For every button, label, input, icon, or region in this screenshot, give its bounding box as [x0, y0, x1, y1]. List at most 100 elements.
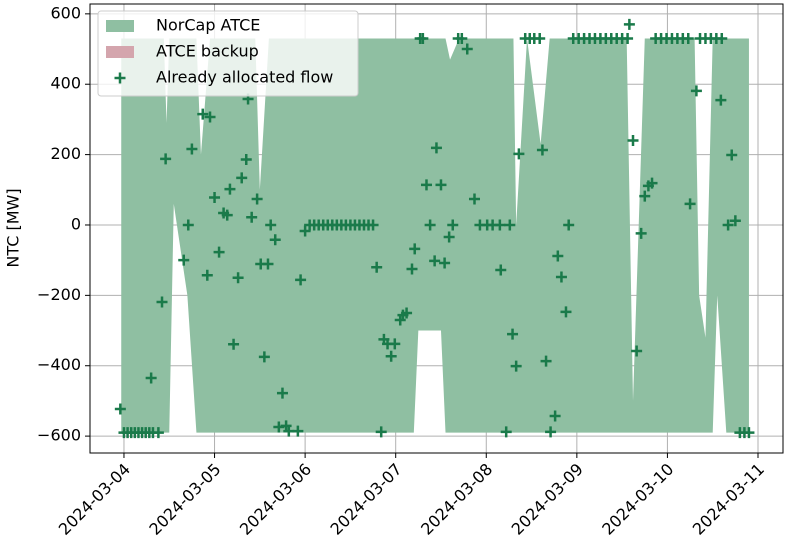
x-tick-label: 2024-03-08 — [417, 460, 496, 539]
flow-marker — [456, 32, 468, 44]
flow-marker — [635, 227, 647, 239]
flow-marker — [240, 154, 252, 166]
flow-marker — [682, 32, 694, 44]
y-tick-label: −400 — [37, 355, 81, 374]
x-tick-label: 2024-03-05 — [145, 460, 224, 539]
legend-swatch — [106, 46, 134, 58]
flow-marker — [417, 32, 429, 44]
legend-label: ATCE backup — [156, 42, 259, 61]
y-tick-label: 0 — [71, 214, 81, 233]
flow-marker — [292, 425, 304, 437]
flow-marker — [729, 215, 741, 227]
flow-marker — [269, 234, 281, 246]
flow-marker — [367, 219, 379, 231]
x-tick-label: 2024-03-04 — [55, 460, 134, 539]
flow-marker — [513, 148, 525, 160]
flow-marker — [295, 274, 307, 286]
flow-marker — [401, 307, 413, 319]
flow-marker — [145, 372, 157, 384]
flow-marker — [197, 108, 209, 120]
flow-marker — [213, 246, 225, 258]
y-tick-label: −600 — [37, 426, 81, 445]
flow-marker — [504, 219, 516, 231]
flow-marker — [409, 243, 421, 255]
y-tick-label: 200 — [50, 144, 81, 163]
legend-swatch — [106, 20, 134, 32]
y-tick-label: −200 — [37, 285, 81, 304]
flow-marker — [743, 427, 755, 439]
flow-marker — [507, 328, 519, 340]
atce-band — [121, 38, 749, 433]
flow-marker — [276, 387, 288, 399]
y-axis-label: NTC [MW] — [4, 188, 23, 267]
flow-marker — [722, 219, 734, 231]
legend: NorCap ATCE ATCE backup Already allocated … — [97, 10, 359, 97]
flow-marker — [646, 177, 658, 189]
flow-marker — [443, 231, 455, 243]
flow-marker — [265, 219, 277, 231]
flow-marker — [209, 192, 221, 204]
x-tick-label: 2024-03-10 — [598, 460, 677, 539]
flow-marker — [435, 179, 447, 191]
flow-marker — [623, 18, 635, 30]
flow-marker — [246, 211, 258, 223]
flow-marker — [545, 426, 557, 438]
flow-marker — [178, 254, 190, 266]
flow-marker — [622, 32, 634, 44]
flow-marker — [236, 172, 248, 184]
plot-area — [114, 18, 755, 439]
flow-marker — [406, 263, 418, 275]
flow-marker — [627, 135, 639, 147]
y-tick-label: 600 — [50, 3, 81, 22]
flow-marker — [430, 142, 442, 154]
flow-marker — [461, 43, 473, 55]
x-tick-label: 2024-03-09 — [508, 460, 587, 539]
x-tick-label: 2024-03-11 — [689, 460, 768, 539]
flow-marker — [186, 143, 198, 155]
flow-marker — [552, 250, 564, 262]
flow-marker — [201, 269, 213, 281]
flow-marker — [160, 153, 172, 165]
flow-marker — [371, 261, 383, 273]
flow-marker — [232, 272, 244, 284]
flow-marker — [152, 427, 164, 439]
flow-marker — [631, 345, 643, 357]
flow-marker — [156, 296, 168, 308]
flow-marker — [690, 85, 702, 97]
flow-marker — [715, 94, 727, 106]
flow-marker — [494, 219, 506, 231]
flow-marker — [560, 306, 572, 318]
flow-marker — [536, 144, 548, 156]
legend-label: Already allocated flow — [156, 68, 333, 87]
legend-swatch — [114, 72, 126, 84]
flow-marker — [221, 209, 233, 221]
plot-frame — [89, 3, 784, 454]
flow-marker — [684, 198, 696, 210]
flow-marker — [424, 219, 436, 231]
flow-marker — [204, 111, 216, 123]
x-tick-label: 2024-03-07 — [327, 460, 406, 539]
y-tick-label: 400 — [50, 74, 81, 93]
flow-marker — [375, 426, 387, 438]
flow-marker — [262, 258, 274, 270]
flow-marker — [228, 338, 240, 350]
flow-marker — [224, 183, 236, 195]
flow-marker — [299, 225, 311, 237]
legend-box — [97, 10, 359, 97]
flow-marker — [500, 426, 512, 438]
flow-marker — [420, 179, 432, 191]
flow-marker — [555, 271, 567, 283]
flow-marker — [258, 351, 270, 363]
flow-marker — [726, 149, 738, 161]
flow-marker — [534, 32, 546, 44]
flow-marker — [114, 403, 126, 415]
flow-marker — [563, 219, 575, 231]
flow-marker — [716, 32, 728, 44]
flow-marker — [639, 190, 651, 202]
flow-marker — [540, 355, 552, 367]
flow-marker — [182, 219, 194, 231]
flow-marker — [549, 410, 561, 422]
flow-marker — [439, 257, 451, 269]
flow-marker — [429, 255, 441, 267]
